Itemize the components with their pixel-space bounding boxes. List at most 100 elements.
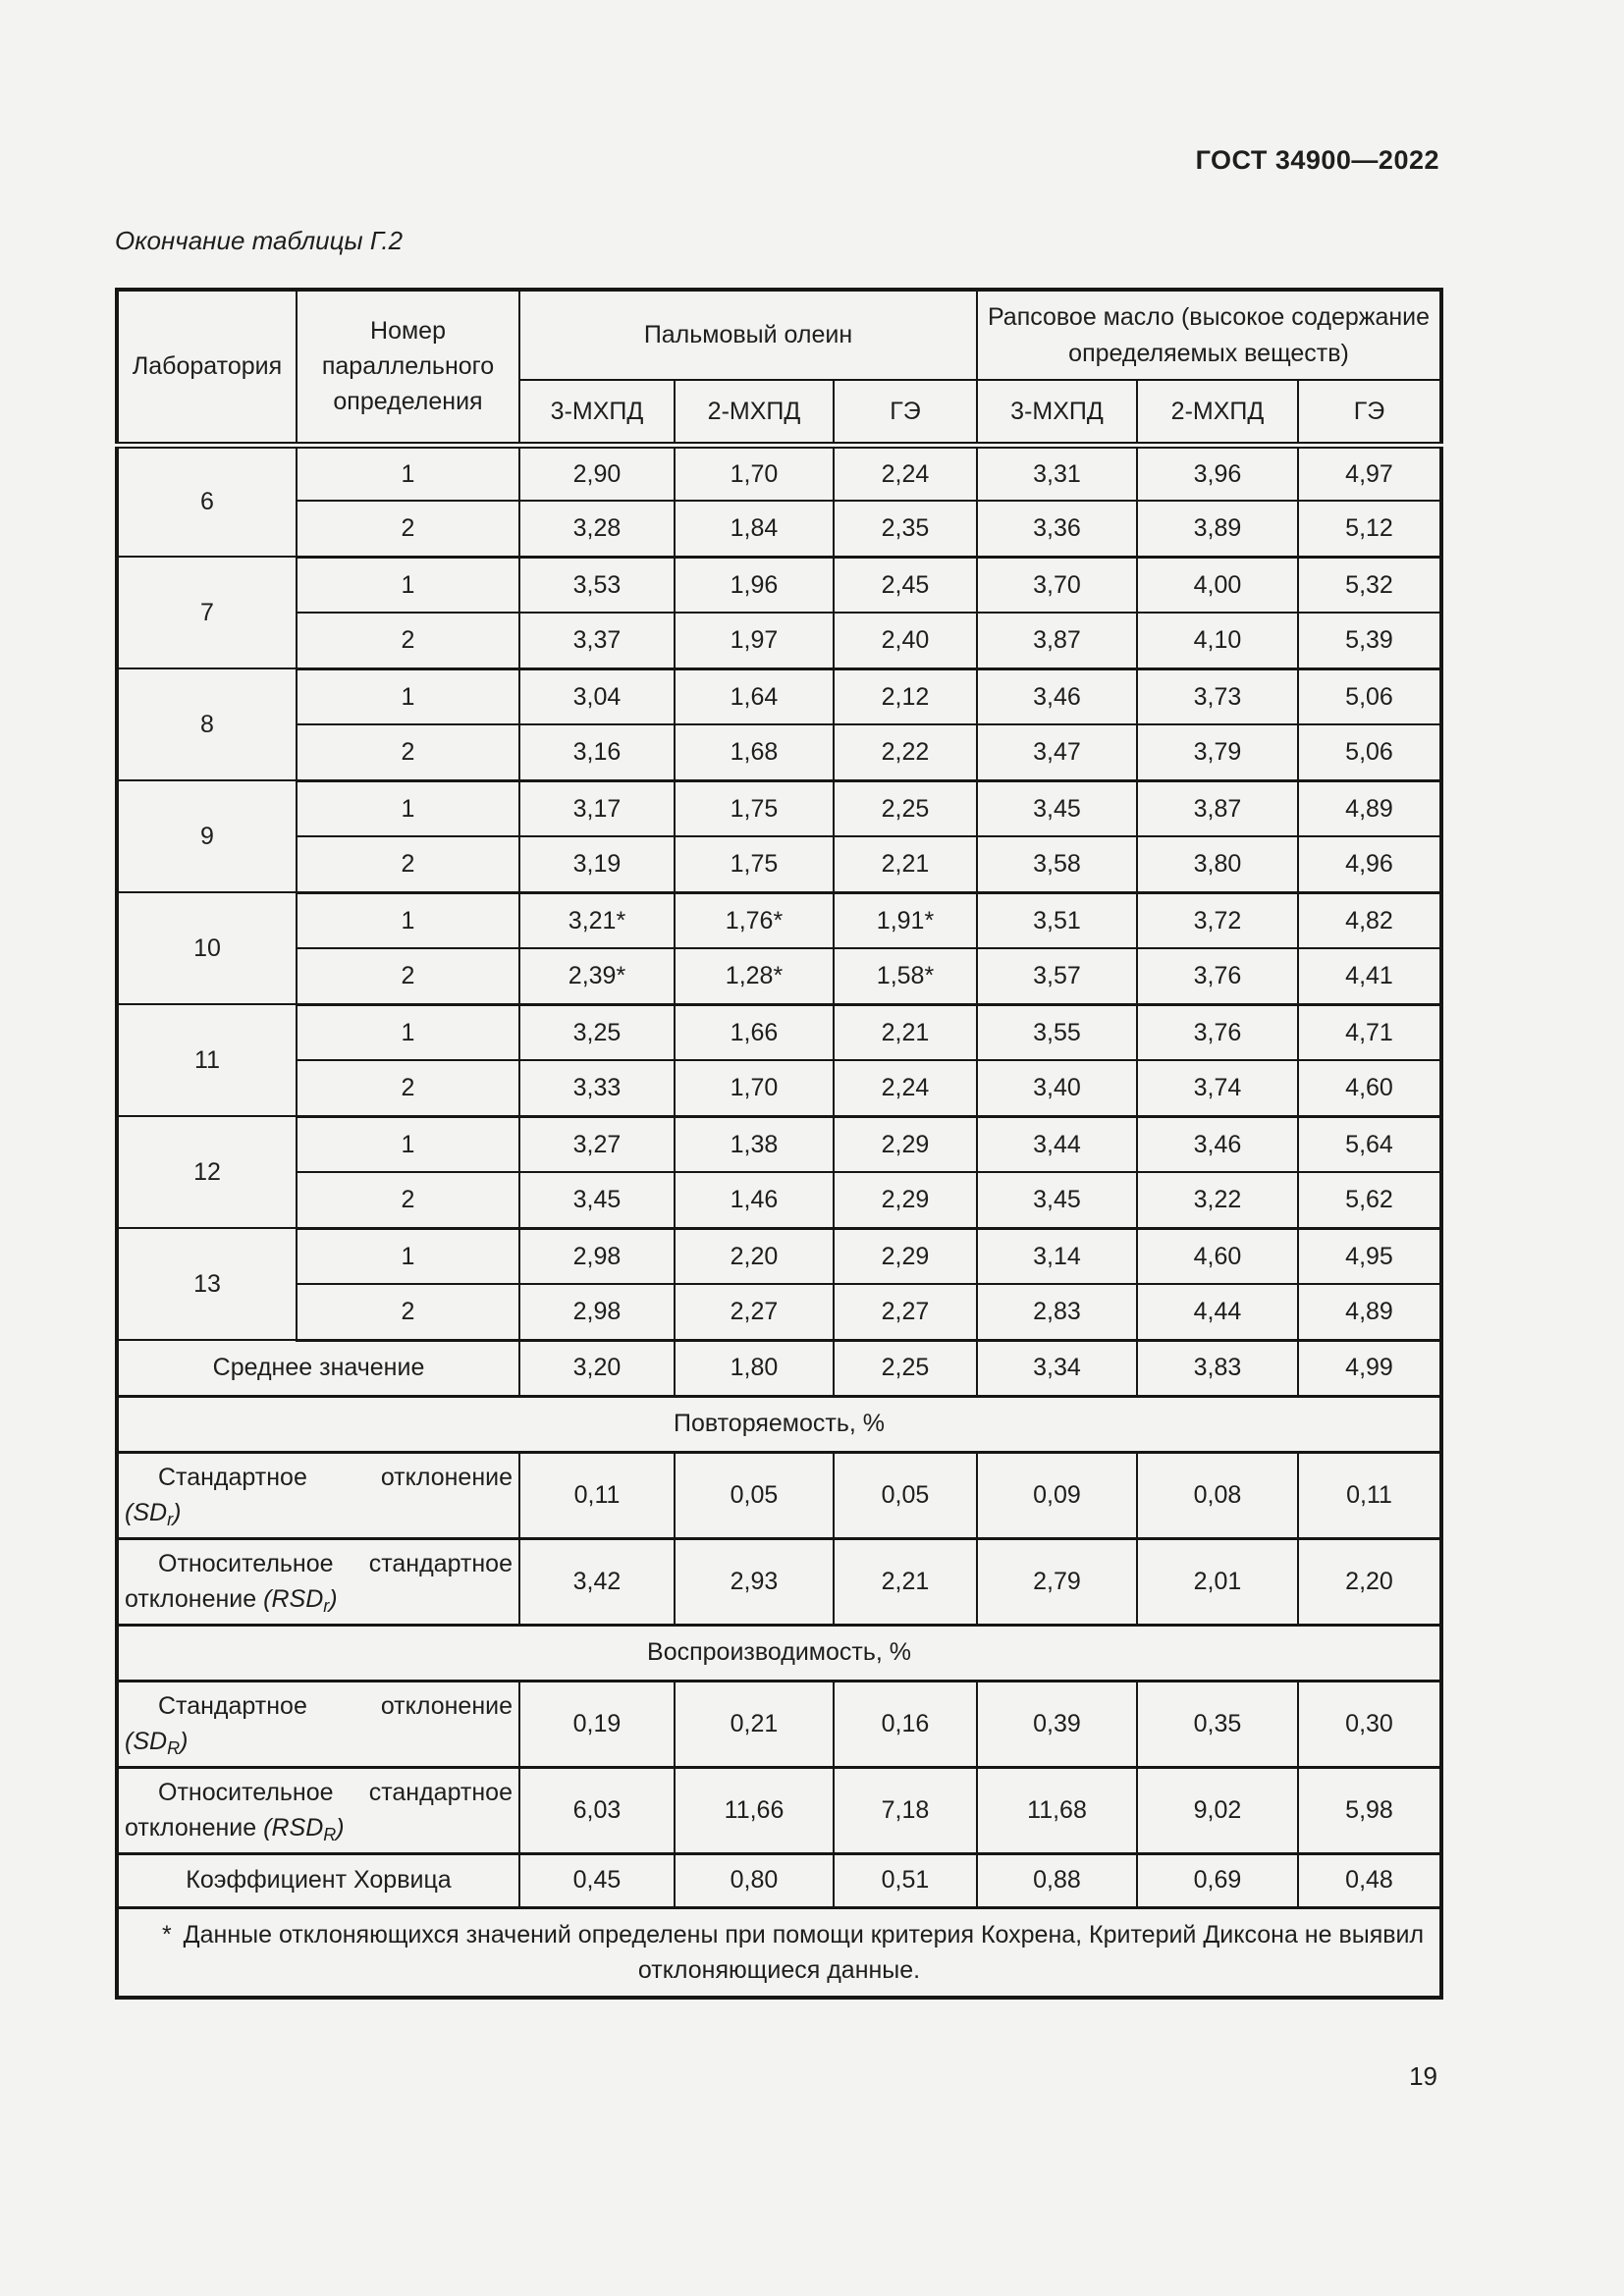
rsd-reproducibility-row: Относительное стандартное отклонение (RSDR… [116,1766,1443,1855]
value-cell: 3,53 [518,556,676,614]
parallel-number-cell: 2 [296,947,520,1006]
value-cell: 3,17 [518,779,676,837]
lab-data-row: 12 1 3,27 1,38 2,29 3,44 3,46 5,64 [116,1115,1443,1229]
value-cell: 4,95 [1296,1227,1443,1285]
value-cell: 2,20 [1296,1537,1443,1627]
value-cell: 4,71 [1296,1003,1443,1061]
mean-row: Среднее значение 3,20 1,80 2,25 3,34 3,83 4,99 [116,1339,1443,1398]
value-cell: 3,83 [1136,1339,1299,1398]
value-cell: 4,89 [1296,779,1443,837]
value-cell: 2,01 [1136,1537,1299,1627]
value-cell: 3,31 [976,444,1138,502]
value-cell: 3,55 [976,1003,1138,1061]
parallel-number-cell: 2 [296,612,520,670]
value-cell: 1,84 [674,500,835,559]
mean-label: Среднее значение [116,1339,520,1398]
value-cell: 3,79 [1136,723,1299,782]
value-cell: 1,75 [674,779,835,837]
lab-number-cell: 11 [116,1003,298,1117]
stat-label-word: отклонение [380,1691,513,1720]
value-cell: 2,98 [518,1283,676,1342]
value-cell: 3,20 [518,1339,676,1398]
parallel-number-cell: 2 [296,1059,520,1118]
value-cell: 0,69 [1136,1852,1299,1909]
lab-number-cell: 8 [116,667,298,781]
value-cell: 0,45 [518,1852,676,1909]
lab-data-row: 9 1 3,17 1,75 2,25 3,45 3,87 4,89 [116,779,1443,893]
value-cell: 4,89 [1296,1283,1443,1342]
value-cell: 3,80 [1136,835,1299,894]
stat-label-word: отклонение [380,1463,513,1491]
value-cell: 3,45 [976,1171,1138,1230]
parallel-number-cell: 2 [296,500,520,559]
stat-label-line2: (SDr) [125,1495,513,1530]
parallel-number-cell: 2 [296,723,520,782]
value-cell: 3,46 [976,667,1138,725]
lab-data-row: 8 1 3,04 1,64 2,12 3,46 3,73 5,06 [116,667,1443,781]
value-cell: 0,39 [976,1680,1138,1769]
value-cell: 3,14 [976,1227,1138,1285]
lab-number-cell: 12 [116,1115,298,1229]
value-cell: 2,25 [833,779,978,837]
value-cell: 9,02 [1136,1766,1299,1855]
parallel-number-cell: 2 [296,1283,520,1342]
stat-label-word: стандартное [368,1549,513,1577]
parallel-number-cell: 2 [296,1171,520,1230]
value-cell: 3,19 [518,835,676,894]
value-cell: 0,16 [833,1680,978,1769]
value-cell: 3,46 [1136,1115,1299,1173]
laboratory-header: Лаборатория [116,289,298,449]
value-cell: 1,64 [674,667,835,725]
value-cell: 0,11 [518,1451,676,1540]
value-cell: 5,06 [1296,723,1443,782]
stat-symbol: (RSDr) [263,1585,338,1617]
value-cell: 2,45 [833,556,978,614]
footnote-row: * Данные отклоняющихся значений определен… [115,1906,1443,1999]
stat-subscript: r [323,1596,330,1617]
value-cell: 3,28 [518,500,676,559]
lab-data-row: 2 2,39* 1,28* 1,58* 3,57 3,76 4,41 [117,947,1443,1006]
stat-label-word: Стандартное [158,1691,307,1720]
value-cell: 0,05 [833,1451,978,1540]
col-header-ge-palm: ГЭ [833,379,978,449]
value-cell: 3,44 [976,1115,1138,1173]
value-cell: 2,39* [518,947,676,1006]
lab-data-row: 2 2,98 2,27 2,27 2,83 4,44 4,89 [117,1283,1443,1342]
footnote-line-1: * Данные отклоняющихся значений определен… [161,1920,1425,1949]
rsd-reproducibility-row-label: Относительное стандартное отклонение (RSDR… [116,1766,520,1855]
parallel-number-cell: 2 [296,835,520,894]
stat-subscript: r [167,1510,174,1530]
value-cell: 0,35 [1136,1680,1299,1769]
value-cell: 2,83 [976,1283,1138,1342]
value-cell: 2,29 [833,1115,978,1173]
value-cell: 2,22 [833,723,978,782]
value-cell: 3,76 [1136,947,1299,1006]
value-cell: 3,37 [518,612,676,670]
footnote: * Данные отклоняющихся значений определен… [115,1906,1443,1999]
value-cell: 3,58 [976,835,1138,894]
horwitz-row: Коэффициент Хорвица 0,45 0,80 0,51 0,88 0,69 0… [116,1852,1443,1909]
value-cell: 5,39 [1296,612,1443,670]
value-cell: 2,29 [833,1227,978,1285]
value-cell: 4,99 [1296,1339,1443,1398]
value-cell: 1,96 [674,556,835,614]
value-cell: 3,36 [976,500,1138,559]
value-cell: 5,12 [1296,500,1443,559]
value-cell: 2,35 [833,500,978,559]
lab-number-cell: 10 [116,891,298,1005]
value-cell: 1,76* [674,891,835,949]
table-header: Лаборатория Номер параллельного определе… [116,289,1443,449]
parallel-number-cell: 1 [296,1115,520,1173]
value-cell: 3,34 [976,1339,1138,1398]
value-cell: 3,87 [976,612,1138,670]
value-cell: 3,33 [518,1059,676,1118]
col-header-3mchpd-palm: 3-МХПД [518,379,676,449]
value-cell: 2,24 [833,1059,978,1118]
reproducibility-section-row: Воспроизводимость, % [115,1624,1443,1682]
value-cell: 3,51 [976,891,1138,949]
value-cell: 4,82 [1296,891,1443,949]
repeatability-section-row: Повторяемость, % [115,1395,1443,1454]
stat-label-word: стандартное [368,1778,513,1806]
parallel-number-cell: 1 [296,1227,520,1285]
rsd-repeatability-row-label: Относительное стандартное отклонение (RSDr… [116,1537,520,1627]
